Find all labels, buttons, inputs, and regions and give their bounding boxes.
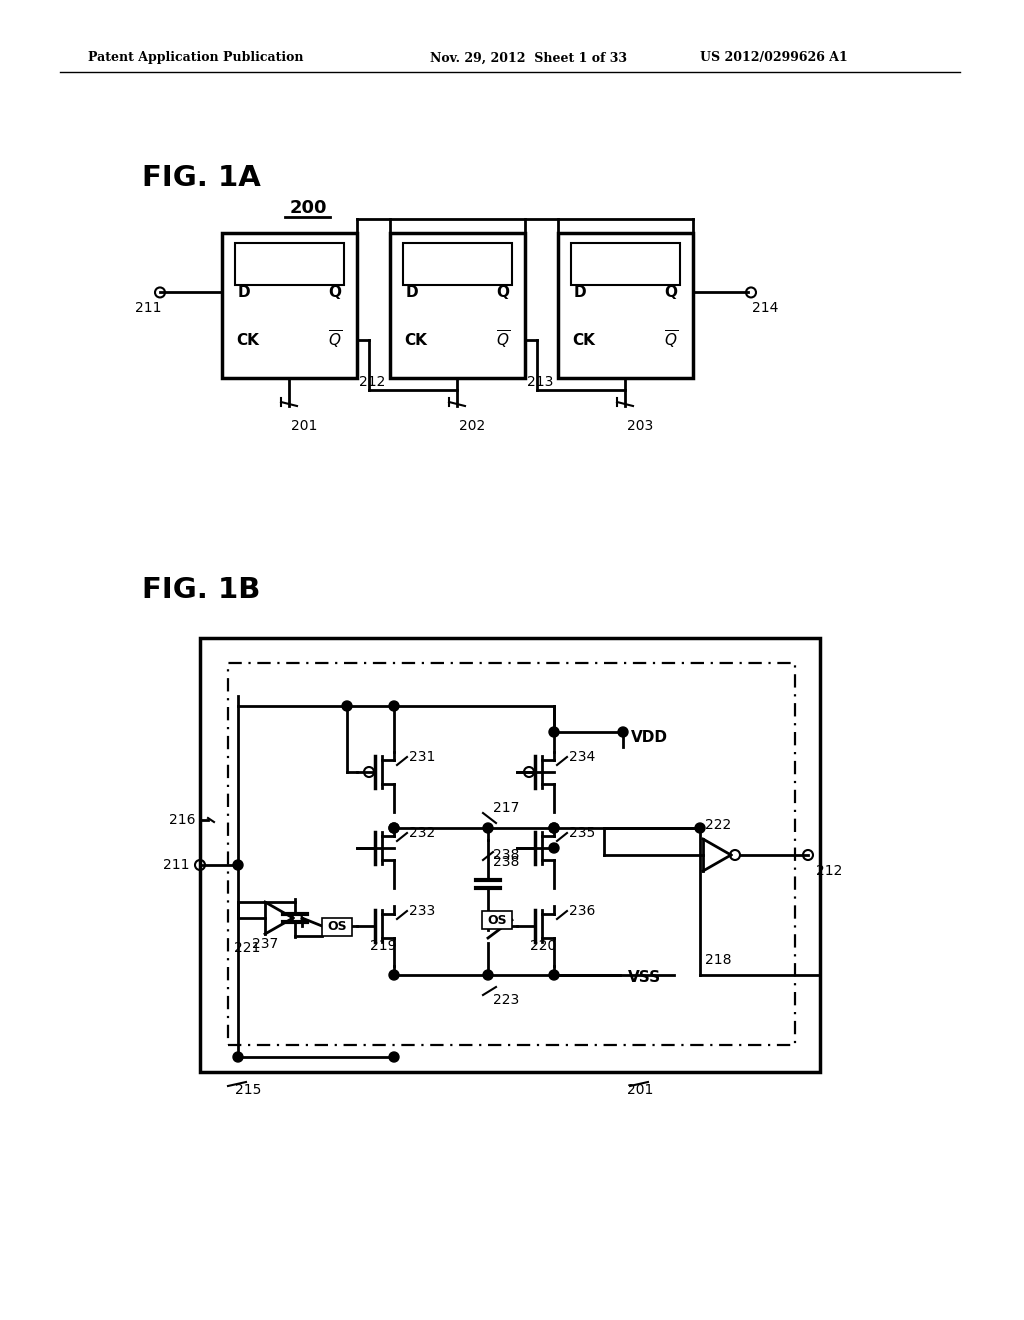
Text: 220: 220 <box>530 939 556 953</box>
Text: 212: 212 <box>359 375 385 389</box>
Text: OS: OS <box>328 920 347 933</box>
Text: D: D <box>406 285 419 300</box>
Text: 211: 211 <box>135 301 161 315</box>
Circle shape <box>695 822 705 833</box>
Bar <box>482 911 512 929</box>
Text: OS: OS <box>487 913 507 927</box>
Text: 211: 211 <box>164 858 190 873</box>
Circle shape <box>549 822 559 833</box>
Bar <box>390 234 525 378</box>
Text: 219: 219 <box>370 939 396 953</box>
Text: D: D <box>238 285 250 300</box>
Circle shape <box>389 1052 399 1063</box>
Bar <box>558 234 693 378</box>
Text: CK: CK <box>572 333 595 347</box>
Text: Nov. 29, 2012  Sheet 1 of 33: Nov. 29, 2012 Sheet 1 of 33 <box>430 51 627 65</box>
Text: $\overline{Q}$: $\overline{Q}$ <box>664 329 678 351</box>
Text: Patent Application Publication: Patent Application Publication <box>88 51 303 65</box>
Circle shape <box>618 727 628 737</box>
Text: 235: 235 <box>569 826 595 840</box>
Circle shape <box>483 822 493 833</box>
Circle shape <box>389 970 399 979</box>
Text: 218: 218 <box>705 953 731 968</box>
Text: 202: 202 <box>459 418 485 433</box>
Bar <box>571 243 680 285</box>
Text: Q: Q <box>329 285 341 300</box>
Text: 201: 201 <box>291 418 317 433</box>
Bar <box>234 243 344 285</box>
Text: 203: 203 <box>627 418 653 433</box>
Text: D: D <box>573 285 587 300</box>
Text: Q: Q <box>497 285 510 300</box>
Text: 238: 238 <box>493 855 519 869</box>
Circle shape <box>233 1052 243 1063</box>
Text: US 2012/0299626 A1: US 2012/0299626 A1 <box>700 51 848 65</box>
Text: 222: 222 <box>705 818 731 832</box>
Text: 231: 231 <box>409 750 435 764</box>
Text: $\overline{Q}$: $\overline{Q}$ <box>496 329 510 351</box>
Text: 201: 201 <box>627 1082 653 1097</box>
Text: CK: CK <box>404 333 427 347</box>
Text: 217: 217 <box>493 801 519 814</box>
Text: $\overline{Q}$: $\overline{Q}$ <box>328 329 342 351</box>
Bar <box>322 917 352 936</box>
Text: 233: 233 <box>409 904 435 917</box>
Text: 234: 234 <box>569 750 595 764</box>
Text: FIG. 1B: FIG. 1B <box>142 576 260 605</box>
Circle shape <box>549 843 559 853</box>
Text: VDD: VDD <box>631 730 668 744</box>
Circle shape <box>549 727 559 737</box>
Text: 238: 238 <box>493 847 519 862</box>
Text: 214: 214 <box>752 301 778 315</box>
Text: 223: 223 <box>493 993 519 1007</box>
Bar <box>200 638 820 1072</box>
Circle shape <box>549 970 559 979</box>
Text: 215: 215 <box>234 1082 261 1097</box>
Circle shape <box>549 822 559 833</box>
Circle shape <box>389 822 399 833</box>
Text: 212: 212 <box>816 865 843 878</box>
Text: 200: 200 <box>289 199 327 216</box>
Bar <box>222 234 357 378</box>
Circle shape <box>233 861 243 870</box>
Circle shape <box>389 701 399 711</box>
Text: CK: CK <box>237 333 259 347</box>
Text: 213: 213 <box>527 375 553 389</box>
Text: 216: 216 <box>169 813 195 828</box>
Text: 236: 236 <box>569 904 595 917</box>
Text: 232: 232 <box>409 826 435 840</box>
Bar <box>403 243 512 285</box>
Circle shape <box>342 701 352 711</box>
Text: VSS: VSS <box>628 970 662 986</box>
Bar <box>228 663 795 1045</box>
Text: 237: 237 <box>252 937 279 950</box>
Circle shape <box>483 970 493 979</box>
Text: Q: Q <box>665 285 678 300</box>
Text: FIG. 1A: FIG. 1A <box>142 164 261 191</box>
Text: 221: 221 <box>233 941 260 954</box>
Circle shape <box>389 822 399 833</box>
